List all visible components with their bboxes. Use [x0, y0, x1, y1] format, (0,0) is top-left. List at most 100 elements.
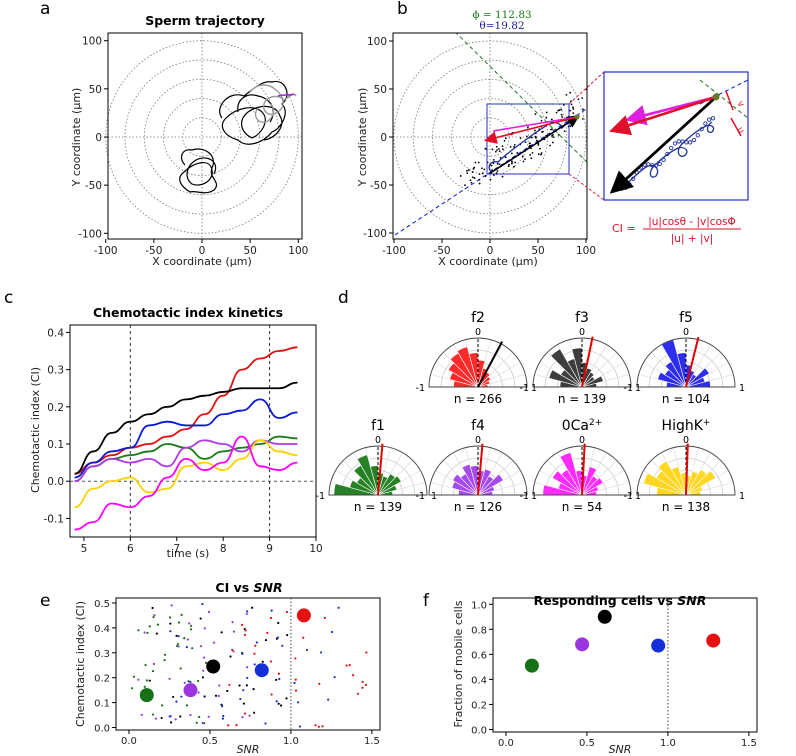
trajectory-dot	[530, 157, 533, 160]
trajectory-dot	[545, 111, 548, 114]
trajectory-dot	[552, 136, 555, 139]
trajectory-dot	[537, 144, 540, 146]
scatter-point	[232, 630, 236, 633]
scatter-point	[186, 638, 190, 641]
scatter-point	[221, 717, 225, 720]
rose-mean-direction	[685, 336, 700, 388]
scatter-point	[183, 681, 186, 684]
scatter-point	[227, 724, 230, 727]
scatter-point	[242, 702, 246, 705]
scatter-point	[137, 629, 140, 632]
y-tick-label: 0.2	[47, 402, 64, 414]
y-tick-label: 0.6	[471, 650, 487, 661]
x-tick-label: 1.0	[660, 738, 676, 749]
scatter-point	[148, 679, 151, 682]
scatter-point	[226, 689, 229, 693]
rose-label-neg1: -1	[416, 491, 425, 502]
rose-plot-f5: f50-1 1n = 104	[624, 310, 746, 406]
trajectory-dot	[490, 164, 493, 167]
loop-marker	[695, 133, 700, 138]
x-tick-label: 100	[288, 245, 308, 257]
rose-plot-f1: f10 -1 1 n = 139	[316, 418, 438, 514]
x-tick-label: -50	[145, 245, 162, 257]
rose-label-neg1: -1	[624, 383, 633, 394]
scatter-point	[330, 630, 333, 634]
rose-wedge	[581, 371, 595, 388]
scatter-point	[241, 652, 244, 656]
series-line-0	[74, 346, 298, 475]
trajectory-purple-end	[277, 93, 295, 97]
scatter-point	[352, 674, 355, 677]
scatter-point	[156, 623, 159, 626]
trajectory-dot	[467, 169, 470, 171]
scatter-point	[232, 650, 235, 653]
scatter-point	[207, 715, 210, 718]
trajectory-dot	[541, 131, 544, 134]
trajectory-dot	[511, 161, 513, 163]
y-tick-label: 0.4	[47, 327, 64, 339]
scatter-point	[244, 629, 247, 632]
scatter-point	[321, 725, 324, 728]
trajectory-dot	[529, 153, 532, 156]
rose-wedge	[349, 479, 379, 496]
trajectory-dot	[514, 161, 517, 164]
scatter-point	[202, 669, 205, 672]
scatter-point	[255, 641, 258, 644]
scatter-point	[175, 700, 178, 703]
scatter-point	[203, 722, 206, 725]
scatter-point	[199, 645, 203, 648]
scatter-point	[317, 725, 320, 728]
scatter-point	[188, 622, 191, 625]
trajectory-dot	[491, 148, 494, 151]
rose-wedge	[581, 375, 604, 388]
panel-e-plot-area: 0.0 0.5 1.0 1.5 0.0 0.1 0.2 0.3 0.4 0.5	[94, 598, 380, 747]
y-tick-label: 1.0	[471, 600, 487, 611]
inset-v-tick	[725, 90, 734, 111]
phi-annotation: ϕ = 112.83	[472, 9, 531, 21]
scatter-point	[275, 700, 278, 703]
rose-label-0: 0	[475, 435, 481, 446]
trajectory-dot	[501, 145, 504, 148]
rose-wedge	[550, 348, 583, 388]
rose-outline	[532, 337, 632, 388]
scatter-point	[190, 624, 193, 627]
panel-a-polar-grid	[105, 33, 302, 239]
scatter-point	[148, 625, 151, 628]
trajectory-dot	[521, 155, 524, 158]
rose-wedge	[377, 484, 398, 496]
loop-marker	[703, 121, 708, 126]
x-tick-label: 0	[199, 245, 206, 257]
trajectory-dot	[525, 135, 528, 138]
rose-sample-size: n = 138	[662, 500, 710, 514]
trajectory-dot	[464, 184, 466, 187]
loop-marker	[646, 162, 651, 167]
polar-ring-3	[124, 59, 280, 215]
y-tick-label: 0	[95, 132, 102, 144]
trajectory-dot	[484, 147, 487, 150]
trajectory-dot	[496, 162, 499, 165]
trajectory-dot	[534, 129, 536, 132]
scatter-point	[229, 655, 232, 658]
scatter-point	[180, 695, 183, 698]
polar-ring-1	[163, 98, 241, 176]
loop-marker	[661, 157, 666, 163]
trajectory-dot	[499, 156, 502, 159]
panel-b-content	[394, 33, 587, 236]
inset-black-arrow	[609, 95, 717, 194]
scatter-point	[248, 714, 251, 717]
trajectory-dot	[524, 158, 526, 161]
trajectory-dot	[528, 144, 531, 147]
rose-wedge	[477, 380, 491, 388]
scatter-point	[294, 678, 297, 681]
panel-b-axes: -100 -50 0 50 100 -100 -50 0 50 100	[363, 32, 596, 257]
scatter-point	[169, 715, 172, 718]
rose-wedge	[670, 466, 687, 496]
response-point-4	[706, 633, 721, 648]
scatter-point	[131, 687, 134, 690]
rose-sample-size: n = 266	[454, 392, 502, 406]
rose-label-0: 0	[475, 327, 481, 338]
scatter-point	[189, 680, 192, 683]
x-tick-label: -100	[382, 245, 406, 257]
trajectory-dot	[582, 108, 584, 111]
